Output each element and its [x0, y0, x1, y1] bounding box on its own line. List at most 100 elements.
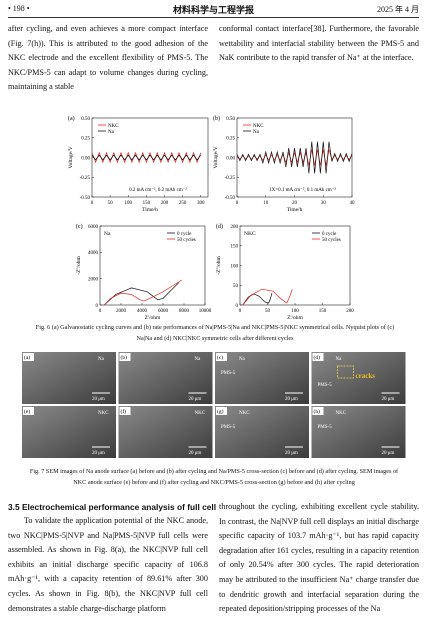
- panel-label: (a): [24, 354, 30, 361]
- crack-box: [337, 365, 354, 379]
- legend-label: Na: [253, 130, 260, 135]
- label-box: [312, 353, 324, 361]
- paragraph: after cycling, and even achieves a more …: [8, 24, 208, 92]
- image-text: Na: [98, 357, 105, 362]
- y-tick-label: -0.25: [80, 176, 91, 181]
- x-tick-label: 250: [179, 201, 187, 206]
- y-tick-label: -0.50: [225, 196, 236, 201]
- sem-image: [22, 352, 116, 404]
- panel-label: (d): [314, 354, 321, 361]
- y-tick-label: 200: [231, 225, 239, 230]
- image-text: NKC: [336, 411, 347, 416]
- x-tick-label: 20: [292, 201, 298, 206]
- x-tick-label: 300: [197, 201, 205, 206]
- legend-label: 50 cycles: [322, 238, 341, 243]
- y-tick-label: 100: [231, 264, 239, 269]
- x-tick-label: 50: [108, 201, 114, 206]
- series-line: [103, 282, 179, 306]
- x-tick-label: 150: [319, 309, 327, 314]
- y-axis-label: Voltage/V: [68, 146, 74, 168]
- image-text: 20 μm: [92, 397, 105, 402]
- label-box: [216, 353, 227, 361]
- x-tick-label: 6000: [158, 309, 169, 314]
- plot-frame: [99, 225, 206, 306]
- figure-caption: Fig. 6 (a) Galvanostatic cycling curves …: [35, 324, 395, 342]
- label-box: [119, 407, 131, 415]
- annotation: 1X=0.1 mA cm⁻², 0.1 mAh cm⁻²: [269, 187, 336, 193]
- x-axis-label: Time/h: [142, 207, 158, 213]
- image-text: 20 μm: [382, 397, 395, 402]
- paragraph: conformal contact interface[38]. Further…: [219, 24, 419, 63]
- y-tick-label: 0.00: [81, 156, 90, 161]
- x-tick-label: 100: [125, 201, 133, 206]
- x-tick-label: 8000: [179, 309, 190, 314]
- sem-image: [311, 406, 406, 458]
- label-box: [216, 407, 227, 415]
- label-box: [23, 353, 34, 361]
- x-tick-label: 100: [291, 309, 299, 314]
- image-text: PMS-5: [221, 425, 236, 430]
- sem-image: [215, 352, 309, 404]
- image-text: NKC: [195, 411, 206, 416]
- y-tick-label: 0: [236, 304, 239, 309]
- panel-tag: NKC: [244, 231, 256, 237]
- x-tick-label: 30: [321, 201, 327, 206]
- y-tick-label: 0.00: [226, 156, 235, 161]
- series-line: [236, 141, 353, 174]
- y-tick-label: 0.25: [81, 137, 90, 142]
- x-tick-label: 10: [263, 201, 269, 206]
- y-tick-label: 0.50: [81, 117, 90, 122]
- x-tick-label: 0: [99, 309, 102, 314]
- image-text: PMS-5: [318, 383, 333, 388]
- x-axis-label: Time/h: [287, 207, 303, 213]
- series-line: [91, 151, 202, 164]
- header-rule: [8, 17, 419, 18]
- panel-label: (d): [216, 223, 223, 230]
- series-line: [236, 149, 353, 166]
- x-tick-label: 200: [161, 201, 169, 206]
- date: 2025 年 4 月: [377, 5, 419, 14]
- paragraph: throughout the cycling, exhibiting excel…: [219, 502, 419, 614]
- legend-label: 0 cycle: [177, 232, 192, 237]
- sem-image: [215, 406, 309, 458]
- panel-tag: Na: [104, 231, 111, 237]
- series-line: [91, 154, 202, 161]
- x-tick-label: 50: [265, 309, 271, 314]
- panel-label: (b): [213, 115, 220, 122]
- image-text: NKC: [239, 411, 250, 416]
- annotation: cracks: [356, 372, 376, 380]
- x-tick-label: 200: [346, 309, 354, 314]
- image-text: 20 μm: [382, 451, 395, 456]
- legend-label: NKC: [253, 124, 264, 129]
- label-box: [312, 407, 324, 415]
- panel-label: (h): [314, 408, 321, 415]
- panel-label: (c): [217, 354, 223, 361]
- sem-image: [311, 352, 406, 404]
- x-tick-label: 150: [143, 201, 151, 206]
- sem-image: [22, 406, 116, 458]
- figure-caption: Fig. 7 SEM images of Na anode surface (a…: [29, 468, 399, 486]
- y-tick-label: 2000: [88, 277, 99, 282]
- image-text: 20 μm: [92, 451, 105, 456]
- image-text: 20 μm: [189, 397, 202, 402]
- image-text: 20 μm: [285, 451, 298, 456]
- x-tick-label: 0: [239, 309, 242, 314]
- legend-label: NKC: [108, 124, 119, 129]
- label-box: [23, 407, 34, 415]
- figure-7: (a) Na 20 μm (b) Na 20 μm (c) Na PMS-5 20 μm (d) Na…: [22, 352, 406, 458]
- y-tick-label: 4000: [88, 251, 99, 256]
- x-tick-label: 4000: [137, 309, 148, 314]
- y-tick-label: 150: [231, 245, 239, 250]
- image-text: NKC: [98, 411, 109, 416]
- panel-label: (g): [217, 408, 224, 415]
- image-text: Na: [195, 357, 202, 362]
- series-line: [242, 293, 273, 306]
- x-tick-label: 10000: [199, 309, 212, 314]
- y-tick-label: 50: [233, 284, 239, 289]
- y-axis-label: Voltage/V: [213, 146, 219, 168]
- figure-6: (a)0 50 100 150 200 250 300-0.50-0.250.000.250…: [68, 115, 356, 320]
- x-tick-label: 40: [350, 201, 356, 206]
- y-tick-label: 6000: [88, 225, 99, 230]
- image-text: PMS-5: [318, 425, 333, 430]
